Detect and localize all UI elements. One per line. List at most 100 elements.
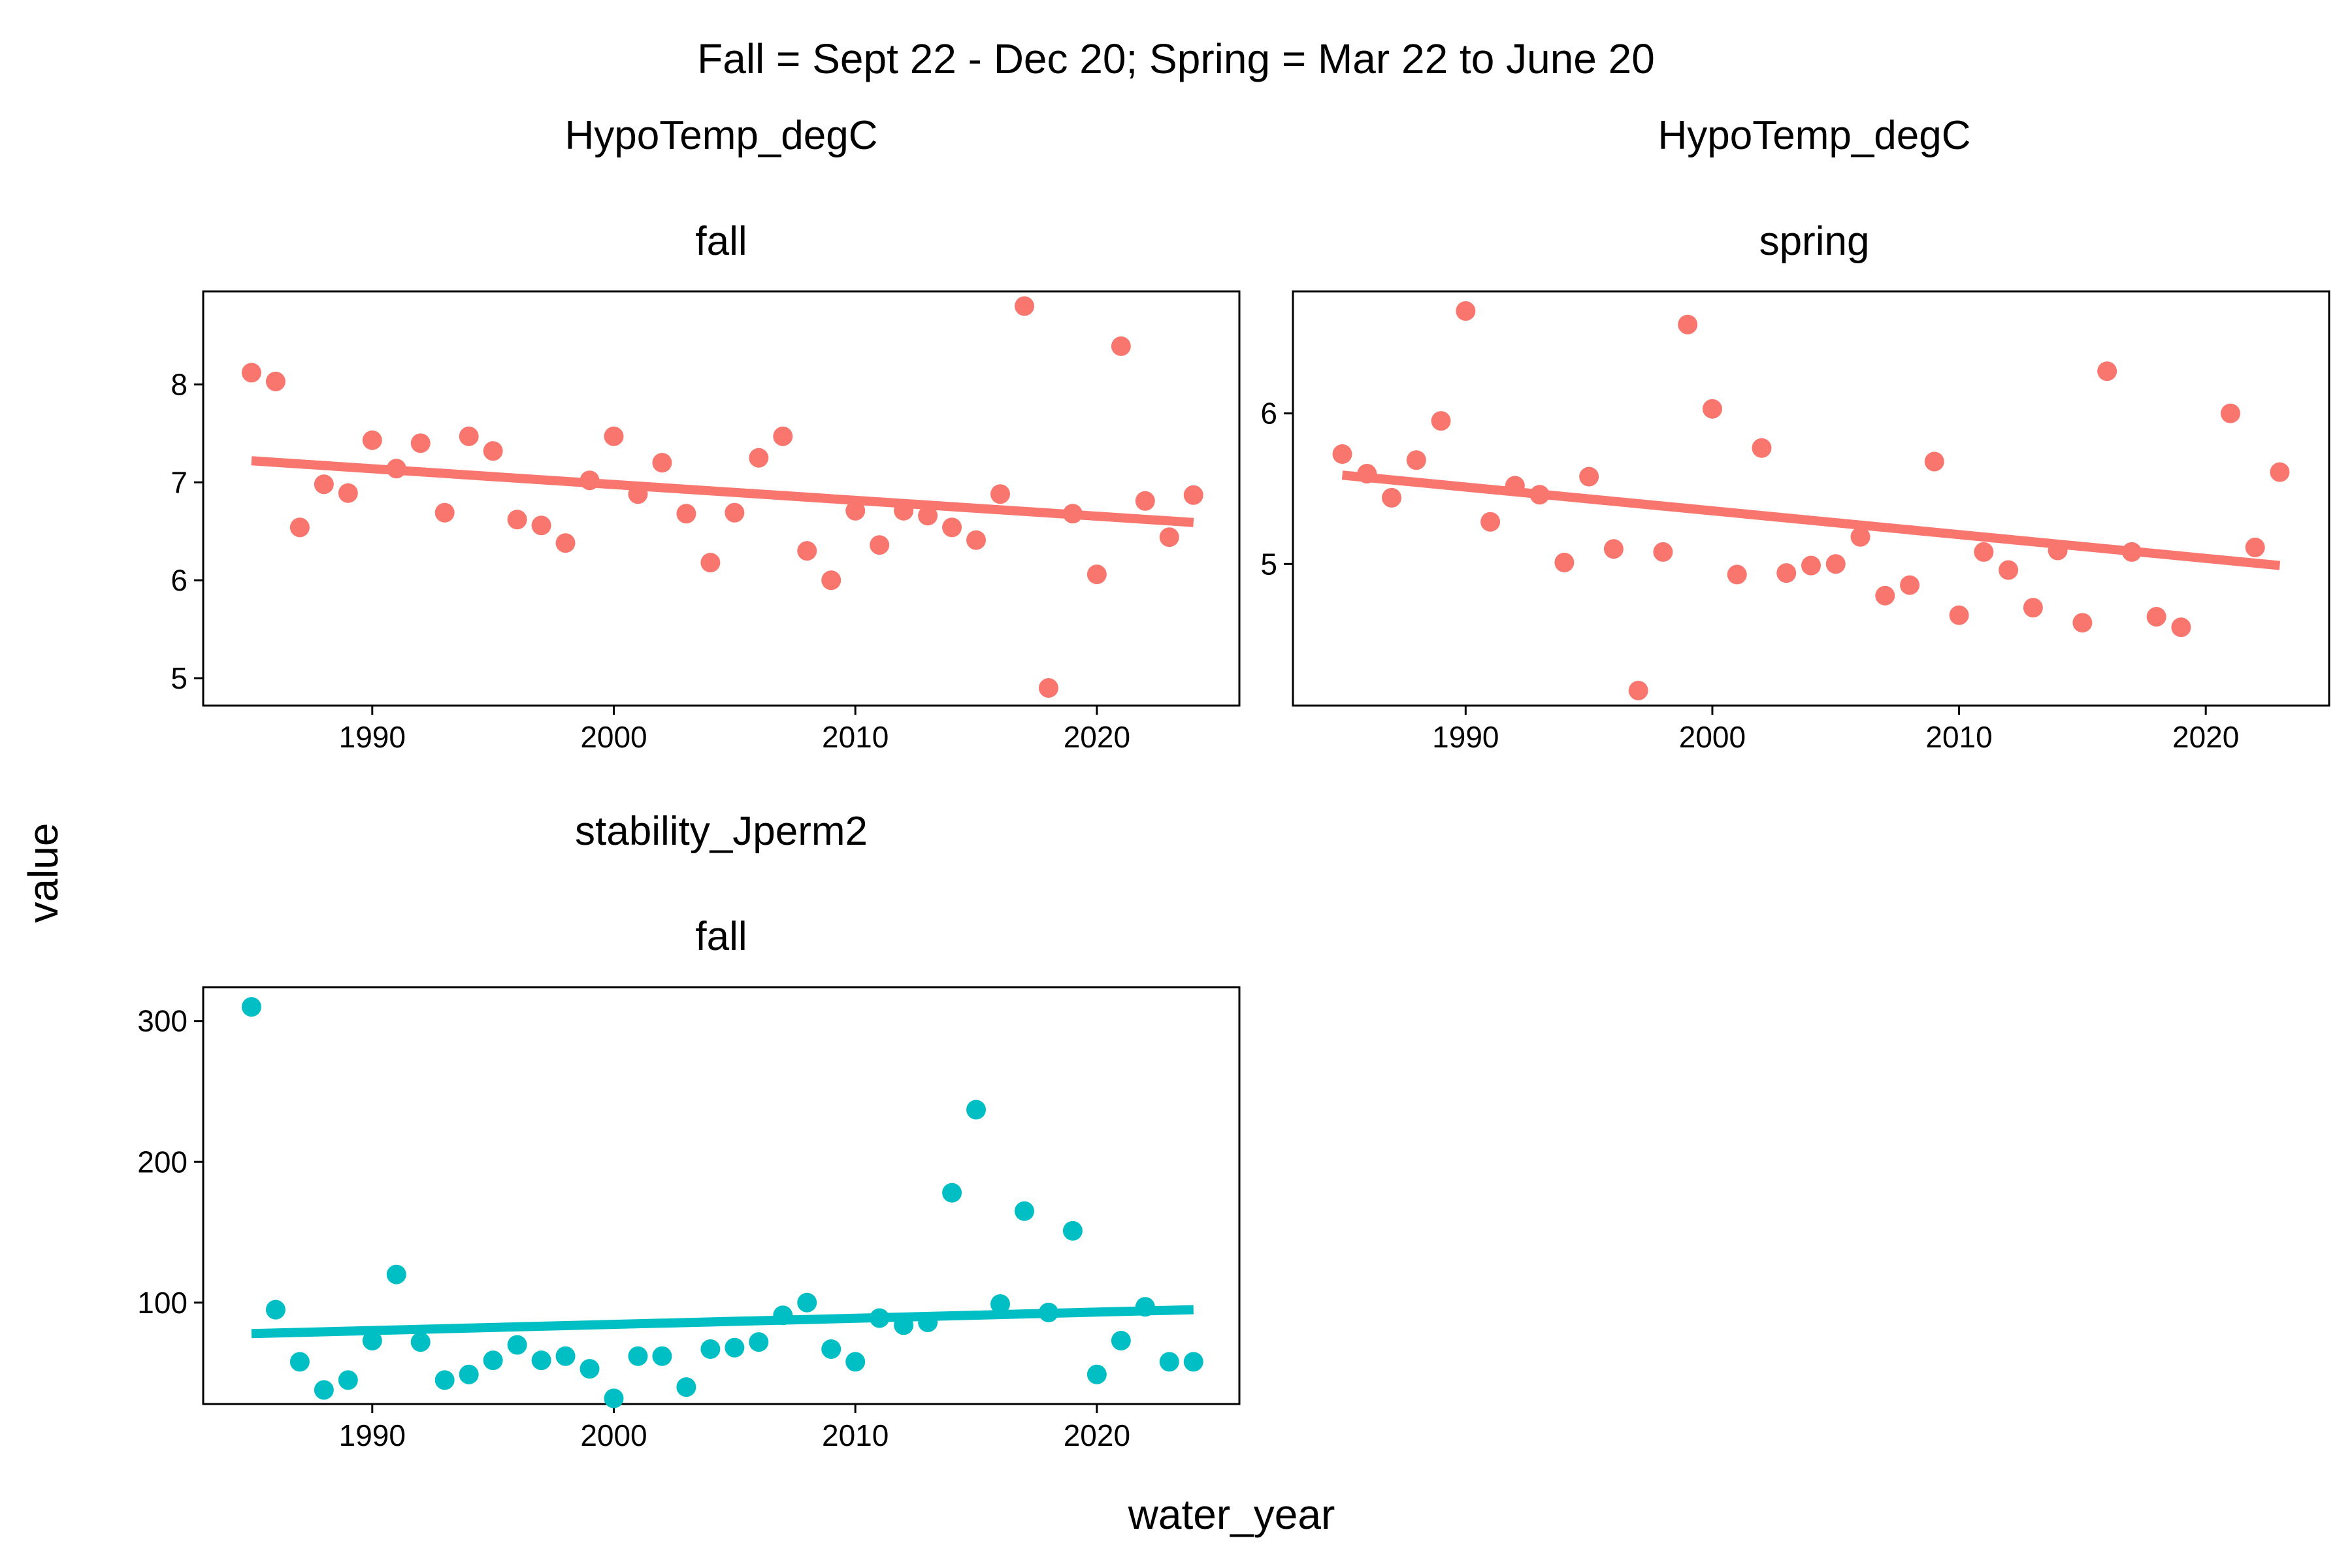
panel-hypotemp-fall: HypoTemp_degC fall 1990 2000 2010 2020 5 6 7 8: [171, 113, 1241, 754]
data-point: [1505, 476, 1525, 496]
data-point: [1111, 1331, 1131, 1351]
data-point: [1135, 1297, 1155, 1317]
x-tick-label: 2000: [1679, 720, 1746, 754]
data-point: [628, 1346, 648, 1366]
data-point: [1702, 399, 1722, 419]
data-point: [1653, 542, 1673, 562]
x-tick-label: 1990: [1432, 720, 1499, 754]
data-point: [797, 1292, 817, 1313]
data-point: [1159, 1352, 1179, 1372]
data-point: [2220, 403, 2240, 423]
data-point: [2171, 617, 2191, 638]
data-point: [314, 1380, 334, 1400]
data-point: [2121, 542, 2142, 562]
data-point: [289, 1352, 310, 1372]
panel-frame: [202, 290, 1241, 707]
x-tick-label: 2020: [1064, 720, 1130, 754]
data-point: [1850, 527, 1870, 547]
data-point: [797, 541, 817, 561]
data-point: [1038, 1302, 1058, 1322]
data-point: [2023, 598, 2043, 618]
data-point: [894, 1315, 914, 1335]
data-point: [1332, 444, 1352, 464]
data-point: [725, 502, 745, 523]
data-point: [1628, 680, 1648, 700]
data-point: [265, 1299, 286, 1320]
trend-line: [251, 1305, 1194, 1339]
data-point: [700, 553, 721, 573]
y-tick-label: 6: [171, 563, 188, 597]
data-point: [1554, 552, 1575, 572]
data-point: [749, 1332, 769, 1352]
data-point: [652, 1346, 672, 1366]
data-point: [1999, 560, 2019, 580]
data-point: [1949, 605, 1969, 625]
data-point: [821, 570, 841, 591]
data-point: [1579, 466, 1599, 487]
y-tick-label: 5: [1260, 547, 1277, 581]
data-point: [2146, 606, 2166, 627]
data-point: [580, 470, 600, 491]
data-point: [1406, 450, 1426, 470]
data-point: [652, 453, 672, 473]
y-tick-label: 5: [171, 661, 188, 695]
data-point: [483, 441, 503, 461]
data-point: [241, 363, 261, 383]
data-point: [1014, 296, 1034, 316]
data-point: [410, 1332, 431, 1352]
data-point: [749, 448, 769, 468]
data-point: [2270, 462, 2290, 482]
panel-variable-label: stability_Jperm2: [575, 809, 868, 854]
data-point: [1086, 564, 1107, 585]
data-point: [1183, 1352, 1203, 1372]
x-tick-label: 1990: [339, 1418, 406, 1452]
data-point: [434, 502, 455, 523]
data-point: [845, 1352, 866, 1372]
x-tick-label: 2020: [2172, 720, 2239, 754]
data-point: [1183, 485, 1203, 505]
data-point: [483, 1350, 503, 1371]
data-point: [894, 500, 914, 521]
data-point: [362, 1331, 382, 1351]
y-tick-label: 300: [137, 1004, 188, 1038]
x-axis-title: water_year: [1128, 1491, 1335, 1538]
data-point: [700, 1339, 721, 1359]
data-point: [604, 1388, 624, 1409]
data-point: [459, 1364, 479, 1384]
y-tick-label: 8: [171, 367, 188, 401]
figure-title: Fall = Sept 22 - Dec 20; Spring = Mar 22…: [697, 35, 1655, 82]
data-point: [966, 530, 987, 550]
y-tick-label: 100: [137, 1286, 188, 1320]
panel-variable-label: HypoTemp_degC: [1658, 113, 1970, 158]
data-point: [241, 997, 261, 1017]
data-point: [1159, 527, 1179, 547]
data-point: [990, 1294, 1010, 1314]
data-point: [604, 426, 624, 446]
data-point: [265, 371, 286, 391]
data-point: [725, 1337, 745, 1358]
x-tick-label: 2020: [1064, 1418, 1130, 1452]
data-point: [1111, 336, 1131, 356]
data-point: [628, 484, 648, 504]
data-point: [314, 474, 334, 495]
panel-hypotemp-spring: HypoTemp_degC spring 1990 2000 2010 2020 5 6: [1260, 113, 2330, 754]
data-point: [821, 1339, 841, 1359]
data-point: [1062, 1220, 1083, 1241]
data-point: [386, 459, 406, 479]
data-point: [773, 1305, 793, 1326]
panel-frame: [1292, 290, 2330, 707]
panel-season-label: spring: [1759, 219, 1870, 264]
x-tick-label: 2000: [580, 1418, 647, 1452]
data-point: [1431, 411, 1451, 431]
data-point: [1014, 1201, 1034, 1221]
panel-variable-label: HypoTemp_degC: [564, 113, 877, 158]
data-point: [555, 533, 576, 553]
data-point: [555, 1346, 576, 1366]
data-point: [410, 433, 431, 453]
data-point: [507, 1335, 527, 1355]
panel-season-label: fall: [695, 219, 747, 264]
trend-line: [251, 456, 1194, 527]
y-tick-label: 7: [171, 465, 188, 499]
data-point: [1727, 564, 1747, 585]
